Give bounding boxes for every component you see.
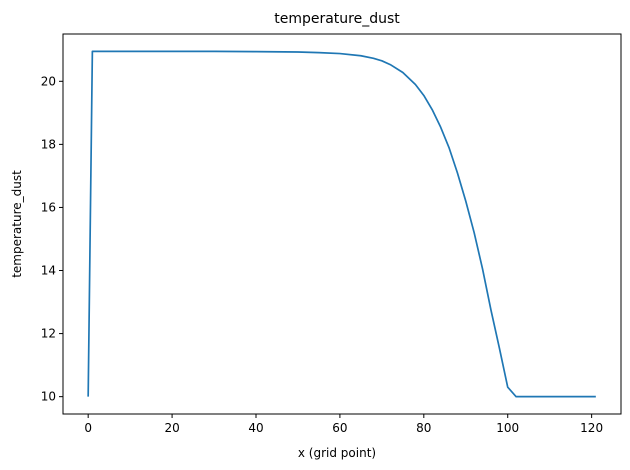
y-tick-label: 20 [41, 74, 56, 88]
x-tick-label: 80 [416, 421, 431, 435]
x-tick-label: 20 [164, 421, 179, 435]
chart-title: temperature_dust [274, 11, 400, 27]
y-tick-label: 18 [41, 137, 56, 151]
x-tick-label: 100 [496, 421, 519, 435]
y-tick-label: 12 [41, 327, 56, 341]
y-tick-label: 16 [41, 200, 56, 214]
plot-area [87, 50, 596, 398]
x-tick-label: 120 [580, 421, 603, 435]
x-axis: 0 20 40 60 80 100 120 [84, 414, 603, 435]
x-tick-label: 0 [84, 421, 92, 435]
x-tick-label: 60 [332, 421, 347, 435]
series-line-0 [87, 50, 596, 398]
x-tick-label: 40 [248, 421, 263, 435]
y-axis: 10 12 14 16 18 20 [41, 74, 63, 404]
y-tick-label: 10 [41, 390, 56, 404]
y-axis-label: temperature_dust [10, 170, 24, 278]
x-axis-label: x (grid point) [298, 446, 376, 460]
y-tick-label: 14 [41, 264, 56, 278]
plot-frame [62, 33, 622, 415]
